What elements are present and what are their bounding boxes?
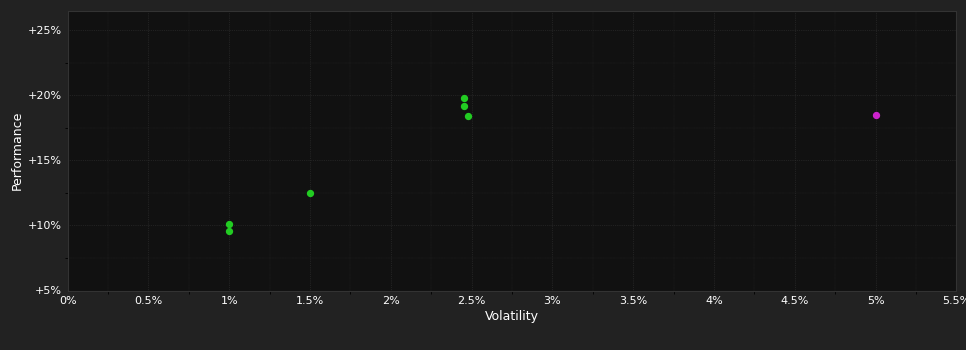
Point <box>867 112 883 118</box>
Point <box>456 103 471 108</box>
Point <box>221 221 237 227</box>
Y-axis label: Performance: Performance <box>11 111 24 190</box>
X-axis label: Volatility: Volatility <box>485 310 539 323</box>
Point <box>221 228 237 233</box>
Point <box>456 95 471 100</box>
Point <box>302 190 318 196</box>
Point <box>461 113 476 119</box>
